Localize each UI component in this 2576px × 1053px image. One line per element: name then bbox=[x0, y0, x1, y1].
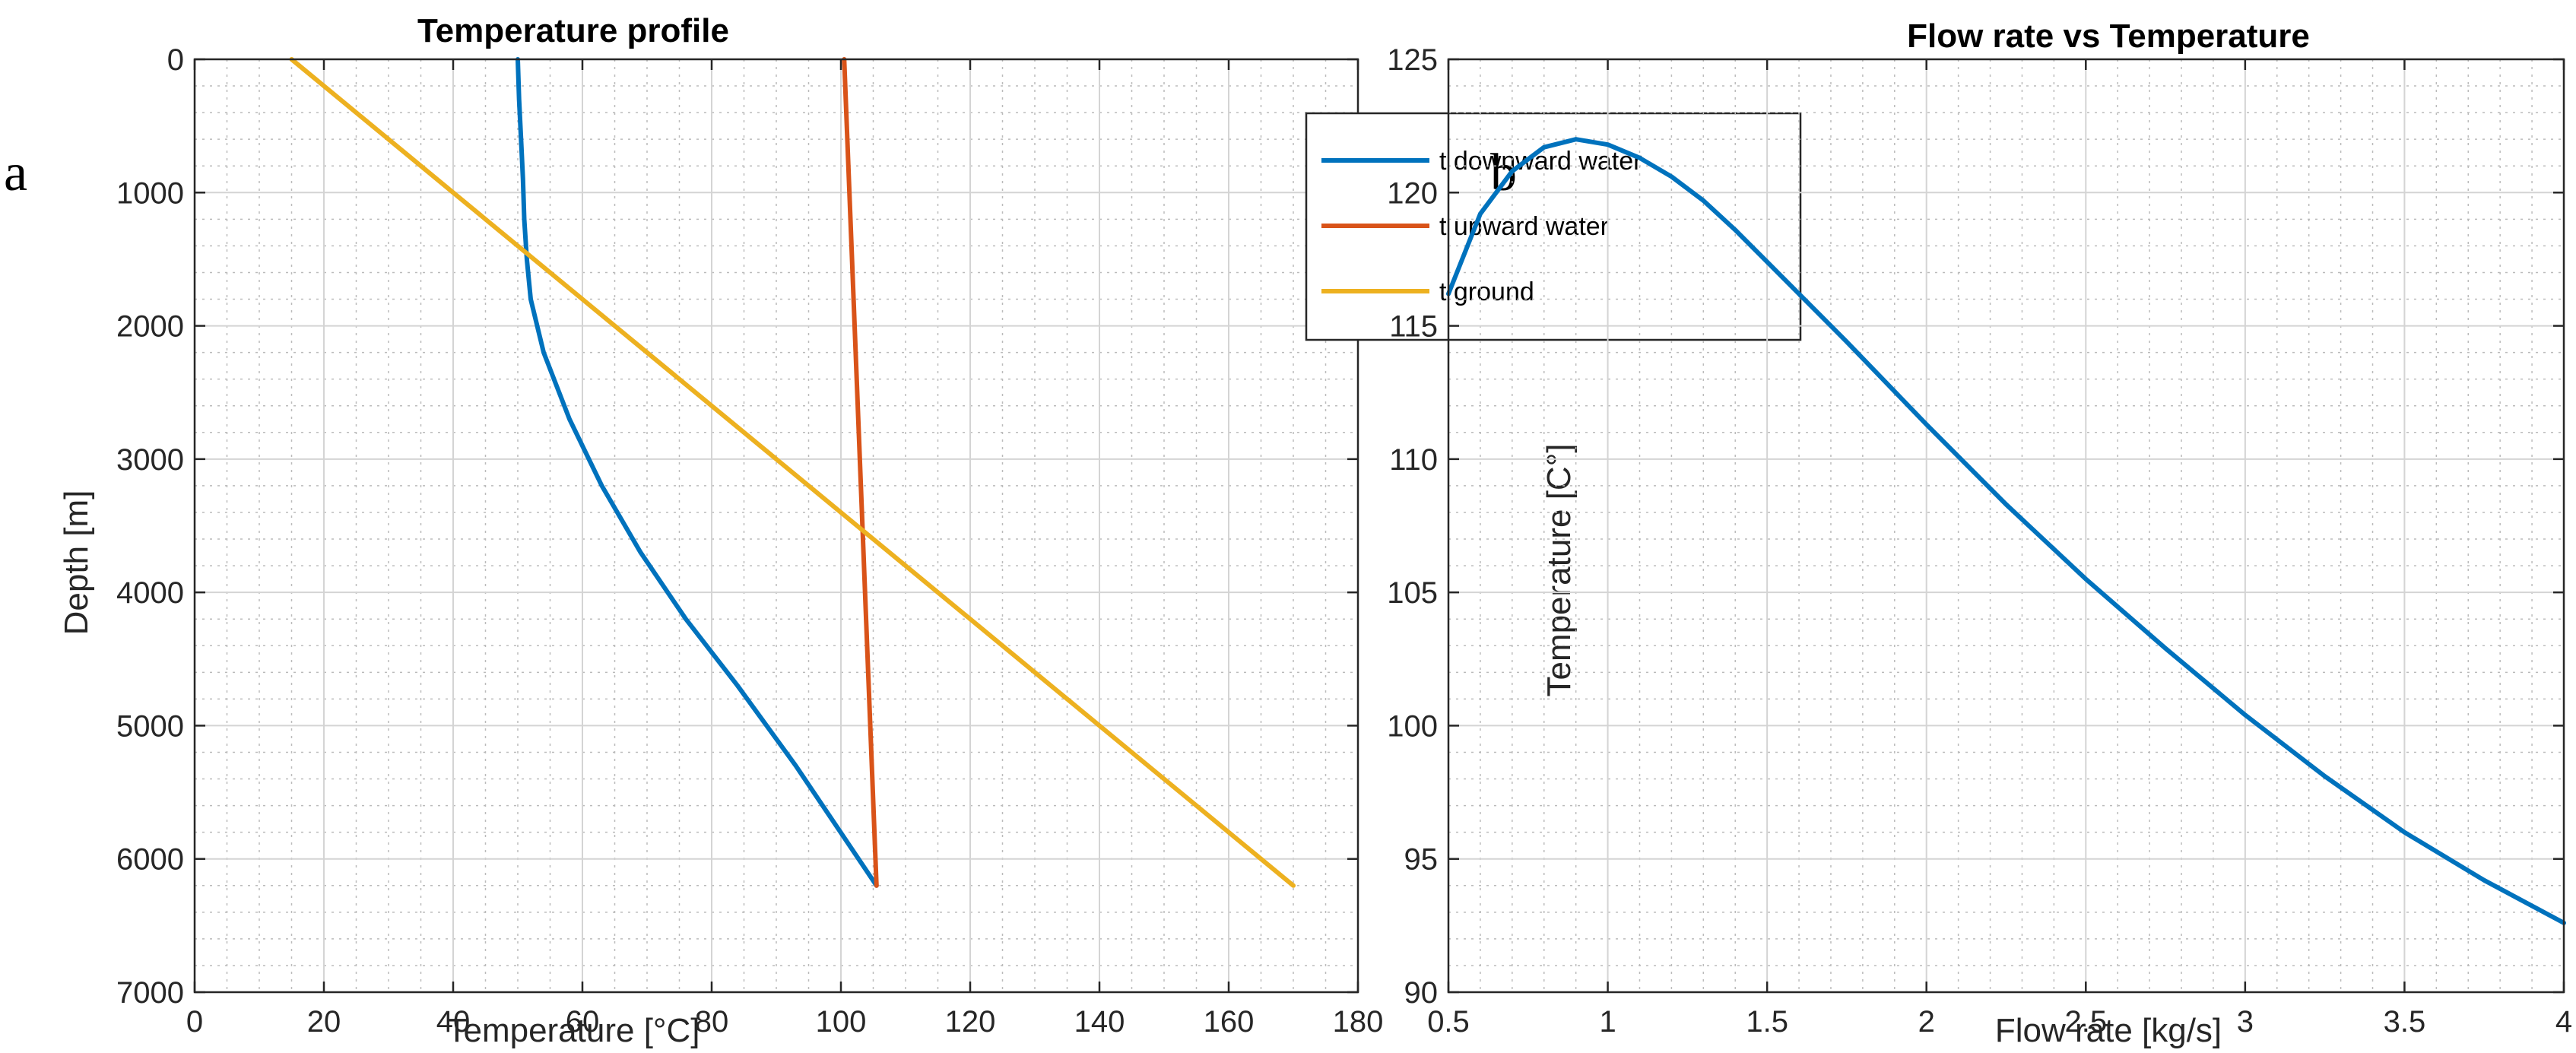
panel-label-a: a bbox=[4, 144, 27, 202]
x-tick-label: 20 bbox=[307, 1005, 341, 1039]
y-tick-label: 120 bbox=[1387, 176, 1438, 210]
x-tick-label: 160 bbox=[1204, 1005, 1255, 1039]
y-tick-label: 4000 bbox=[116, 576, 184, 610]
x-tick-label: 0.5 bbox=[1427, 1005, 1470, 1039]
chart-flow-rate-vs-temperature: b Flow rate vs Temperature Temperature [… bbox=[1387, 17, 2572, 1049]
y-tick-label: 0 bbox=[167, 43, 184, 77]
series-lines bbox=[289, 57, 1296, 888]
y-tick-label: 3000 bbox=[116, 443, 184, 477]
x-axis-label: Flow rate [kg/s] bbox=[1995, 1012, 2222, 1049]
axis-box bbox=[193, 58, 1359, 994]
x-tick-label: 3 bbox=[2237, 1005, 2254, 1039]
chart-title: Flow rate vs Temperature bbox=[1907, 17, 2310, 55]
x-tick-labels: 0.5 1 1.5 2 2.5 3 3.5 4 bbox=[1427, 1005, 2572, 1039]
x-axis-label: Temperature [°C] bbox=[446, 1012, 700, 1049]
y-tick-label: 110 bbox=[1389, 443, 1438, 477]
series-lines bbox=[1446, 137, 2566, 925]
legend-text-upward: t upward water bbox=[1439, 212, 1609, 241]
chart-temperature-profile: a Temperature profile Depth [m] Temperat… bbox=[4, 12, 1802, 1049]
y-tick-label: 125 bbox=[1387, 43, 1438, 77]
minor-grid bbox=[195, 59, 1358, 992]
x-tick-labels: 0 20 40 60 80 100 120 140 160 180 bbox=[186, 1005, 1384, 1039]
legend: t downward water t upward water t ground bbox=[1305, 112, 1802, 341]
x-tick-label: 180 bbox=[1333, 1005, 1384, 1039]
y-axis-label: Temperature [C°] bbox=[1540, 443, 1578, 696]
y-tick-label: 7000 bbox=[116, 976, 184, 1010]
series-line-t-downward-water bbox=[516, 57, 879, 888]
y-tick-label: 2000 bbox=[116, 310, 184, 344]
x-tick-label: 100 bbox=[816, 1005, 867, 1039]
x-tick-label: 40 bbox=[436, 1005, 471, 1039]
x-tick-label: 80 bbox=[695, 1005, 729, 1039]
y-tick-label: 1000 bbox=[116, 176, 184, 210]
x-tick-label: 2 bbox=[1918, 1005, 1935, 1039]
y-tick-label: 100 bbox=[1387, 709, 1438, 743]
x-tick-label: 0 bbox=[186, 1005, 203, 1039]
y-axis-label: Depth [m] bbox=[58, 490, 95, 636]
y-tick-label: 115 bbox=[1389, 310, 1438, 344]
legend-entry-upward: t upward water bbox=[1321, 212, 1609, 241]
x-tick-label: 4 bbox=[2555, 1005, 2572, 1039]
series-line-t-upward-water bbox=[842, 57, 879, 888]
x-tick-label: 1.5 bbox=[1746, 1005, 1788, 1039]
chart-title: Temperature profile bbox=[417, 12, 729, 49]
y-tick-labels: 90 95 100 105 110 115 120 125 bbox=[1387, 43, 1438, 1010]
series-line-temperature bbox=[1446, 137, 2566, 925]
y-tick-label: 90 bbox=[1404, 976, 1439, 1010]
x-tick-label: 3.5 bbox=[2384, 1005, 2426, 1039]
series-line-t-ground bbox=[289, 57, 1296, 888]
x-tick-label: 2.5 bbox=[2064, 1005, 2107, 1039]
minor-grid bbox=[1448, 59, 2564, 992]
x-tick-label: 140 bbox=[1074, 1005, 1125, 1039]
x-tick-label: 60 bbox=[566, 1005, 600, 1039]
x-tick-label: 120 bbox=[945, 1005, 996, 1039]
axis-box bbox=[1447, 58, 2565, 994]
y-tick-label: 5000 bbox=[116, 709, 184, 743]
y-tick-label: 95 bbox=[1404, 843, 1439, 877]
y-tick-label: 105 bbox=[1387, 576, 1438, 610]
y-tick-label: 6000 bbox=[116, 843, 184, 877]
y-tick-labels: 0 1000 2000 3000 4000 5000 6000 7000 bbox=[116, 43, 184, 1010]
x-tick-label: 1 bbox=[1599, 1005, 1616, 1039]
